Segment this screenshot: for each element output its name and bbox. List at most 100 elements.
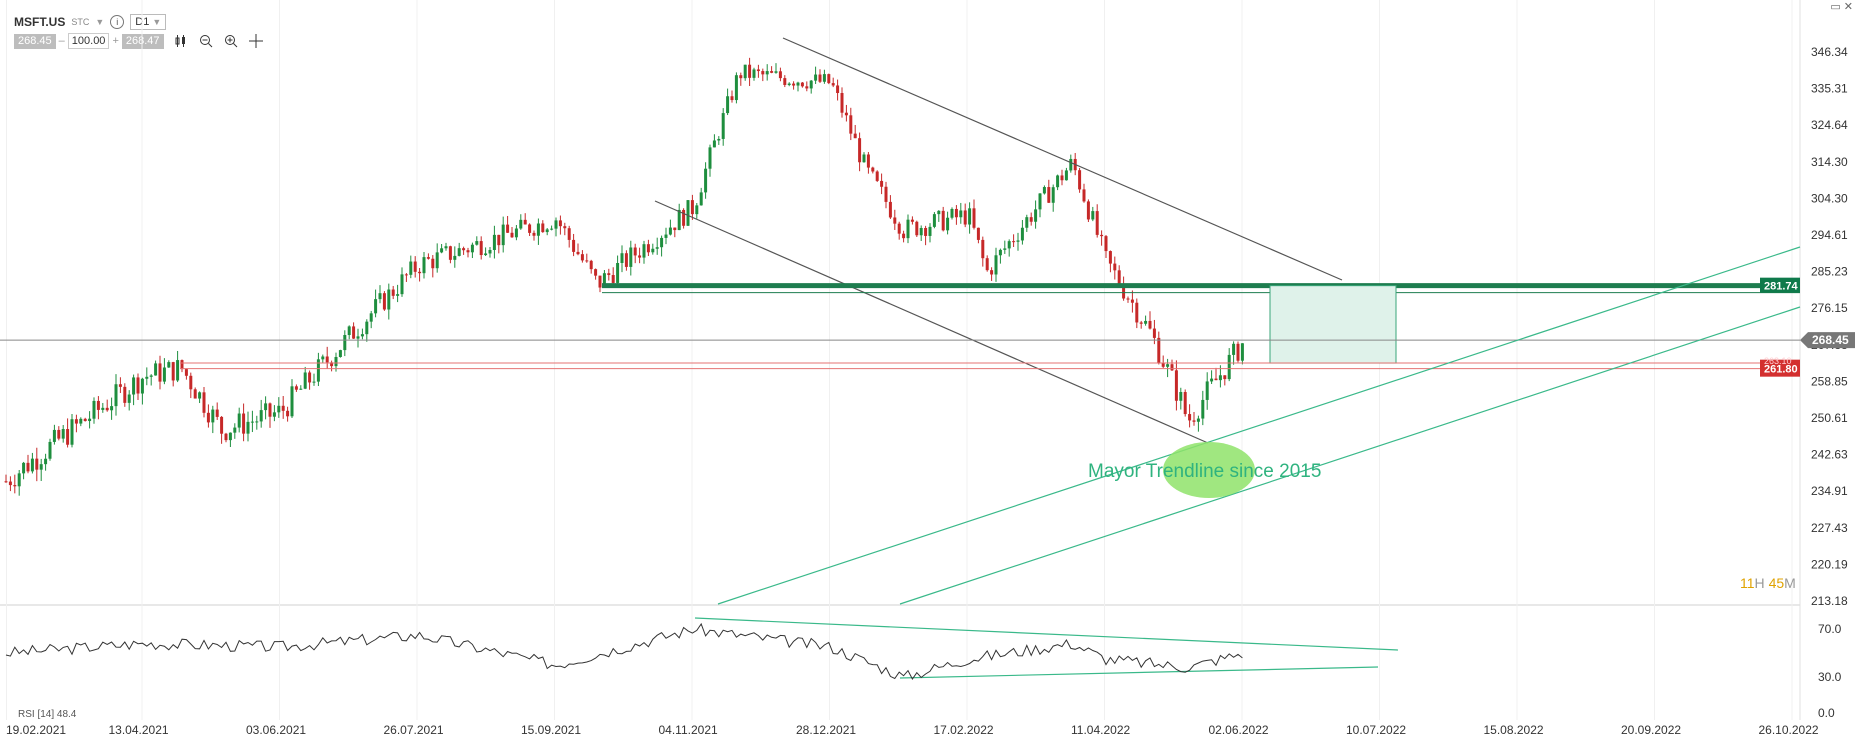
candle-body xyxy=(149,375,153,377)
candle-body xyxy=(748,64,752,78)
candle-body xyxy=(734,75,738,101)
y-tick-label: 335.31 xyxy=(1811,82,1848,96)
candle-body xyxy=(286,410,290,417)
target-zone xyxy=(1269,285,1397,364)
candle-body xyxy=(475,241,479,245)
candle-body xyxy=(822,74,826,82)
candle-body xyxy=(976,227,980,240)
candle-body xyxy=(136,377,140,394)
candle-body xyxy=(563,226,567,229)
x-tick-label: 04.11.2021 xyxy=(659,723,718,737)
volume-input[interactable]: 100.00 xyxy=(67,33,110,49)
x-tick-label: 28.12.2021 xyxy=(796,723,856,737)
candle-body xyxy=(484,253,488,256)
x-tick-label: 20.09.2022 xyxy=(1621,723,1681,737)
ask-price[interactable]: 268.47 xyxy=(121,33,164,49)
candle-body xyxy=(858,138,862,163)
restore-icon[interactable]: ▭ xyxy=(1830,1,1841,13)
close-icon[interactable]: ✕ xyxy=(1843,1,1853,13)
candle-body xyxy=(633,247,637,256)
symbol-dropdown-icon[interactable]: ▼ xyxy=(95,17,105,27)
candle-body xyxy=(616,263,620,283)
candle-body xyxy=(312,381,316,383)
y-tick-label: 324.64 xyxy=(1811,118,1848,132)
candle-body xyxy=(1086,201,1090,220)
candle-body xyxy=(35,458,39,470)
grid xyxy=(6,0,1793,720)
candle-body xyxy=(523,219,527,225)
candle-body xyxy=(576,251,580,255)
zoom-in-icon[interactable] xyxy=(223,33,239,49)
candle-body xyxy=(598,275,602,288)
candle-body xyxy=(783,78,787,85)
candle-body xyxy=(756,69,760,72)
candle-body xyxy=(510,232,514,238)
candle-body xyxy=(1139,322,1143,324)
major-trendline-lower xyxy=(899,306,1801,605)
candle-body xyxy=(1144,320,1148,324)
candle-body xyxy=(83,418,87,422)
candle-body xyxy=(1003,248,1007,250)
candles-icon[interactable] xyxy=(173,33,189,49)
candle-body xyxy=(268,403,272,417)
candle-body xyxy=(941,210,945,231)
candle-body xyxy=(796,82,800,86)
candle-body xyxy=(52,429,56,442)
y-tick-label: 227.43 xyxy=(1811,521,1848,535)
volume-decrease-button[interactable]: – xyxy=(58,35,65,47)
candle-body xyxy=(202,392,206,413)
candle-body xyxy=(391,289,395,296)
red-level-tag-bg xyxy=(1760,359,1800,377)
y-tick-label: 285.23 xyxy=(1811,265,1848,279)
candle-body xyxy=(888,201,892,218)
candle-body xyxy=(1126,298,1130,300)
candle-body xyxy=(550,228,554,230)
candle-body xyxy=(347,326,351,336)
candle-body xyxy=(404,274,408,276)
candle-body xyxy=(264,403,268,411)
candle-body xyxy=(220,416,224,434)
y-tick-label: 258.85 xyxy=(1811,374,1848,388)
candle-body xyxy=(1038,193,1042,210)
candle-body xyxy=(668,227,672,235)
candle-body xyxy=(211,409,215,423)
candle-body xyxy=(1205,381,1209,400)
candle-body xyxy=(620,253,624,264)
candle-body xyxy=(528,224,532,233)
volume-increase-button[interactable]: + xyxy=(112,35,119,47)
candle-body xyxy=(814,74,818,81)
candle-body xyxy=(70,419,74,445)
candle-body xyxy=(1082,189,1086,202)
window-controls: ▭ ✕ xyxy=(1830,0,1853,13)
info-icon[interactable]: i xyxy=(110,15,125,29)
candle-body xyxy=(677,209,681,231)
bid-price[interactable]: 268.45 xyxy=(14,33,56,49)
candle-body xyxy=(277,405,281,413)
candle-body xyxy=(950,208,954,218)
candle-body xyxy=(338,350,342,357)
candle-body xyxy=(66,429,70,445)
zoom-out-icon[interactable] xyxy=(198,33,214,49)
candle-body xyxy=(712,140,716,148)
crosshair-icon[interactable] xyxy=(248,33,264,49)
candle-body xyxy=(682,209,686,226)
candle-body xyxy=(994,255,998,275)
candle-body xyxy=(602,273,606,288)
x-tick-label: 02.06.2022 xyxy=(1209,723,1269,737)
timeframe-dropdown-icon: ▼ xyxy=(152,17,162,27)
candle-body xyxy=(981,239,985,259)
candle-body xyxy=(1157,337,1161,363)
symbol-label[interactable]: MSFT.US xyxy=(14,15,66,29)
candle-body xyxy=(369,313,373,322)
green-level-tag: 281.74 xyxy=(1760,277,1800,293)
candle-body xyxy=(448,246,452,260)
candle-body xyxy=(572,239,576,252)
candle-body xyxy=(1179,392,1183,401)
candle-body xyxy=(1170,364,1174,371)
candle-body xyxy=(1201,399,1205,419)
x-tick-label: 13.04.2021 xyxy=(109,723,169,737)
candle-body xyxy=(866,154,870,168)
candle-body xyxy=(541,223,545,233)
